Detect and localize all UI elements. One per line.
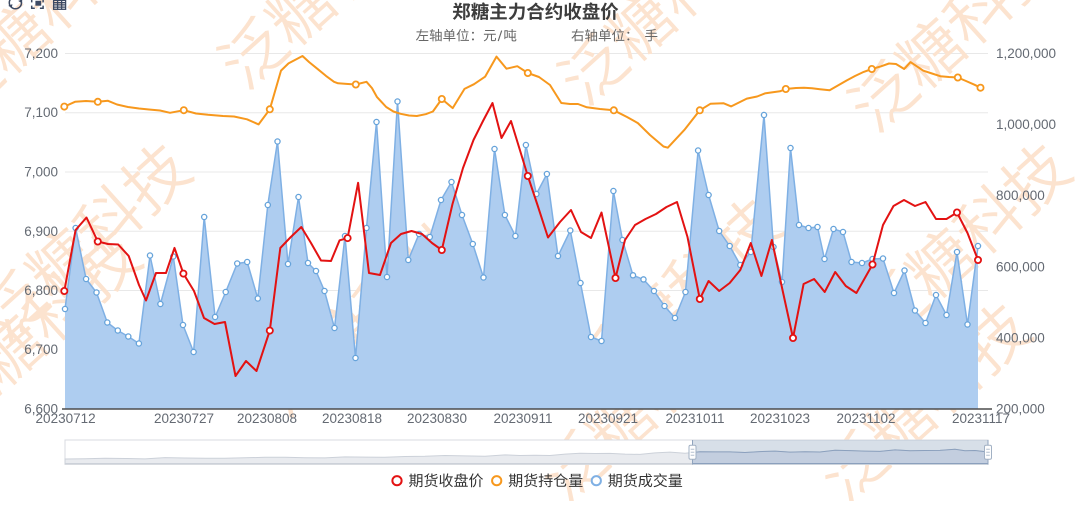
svg-text:20230808: 20230808: [237, 411, 297, 426]
svg-text:6,600: 6,600: [24, 402, 58, 417]
svg-text:6,700: 6,700: [24, 342, 58, 357]
svg-text:1,000,000: 1,000,000: [996, 117, 1056, 132]
svg-text:20230911: 20230911: [493, 411, 552, 426]
svg-text:7,200: 7,200: [24, 46, 58, 61]
svg-text:20230712: 20230712: [36, 411, 96, 426]
svg-text:20230921: 20230921: [578, 411, 638, 426]
svg-text:20231117: 20231117: [952, 411, 1010, 426]
svg-text:20231102: 20231102: [836, 411, 895, 426]
svg-text:600,000: 600,000: [996, 259, 1045, 274]
svg-text:6,800: 6,800: [24, 283, 58, 298]
svg-text:6,900: 6,900: [24, 224, 58, 239]
svg-text:20231011: 20231011: [665, 411, 724, 426]
svg-text:800,000: 800,000: [996, 188, 1045, 203]
svg-text:20230830: 20230830: [407, 411, 467, 426]
svg-text:7,000: 7,000: [24, 165, 58, 180]
svg-text:1,200,000: 1,200,000: [996, 46, 1056, 61]
svg-text:20230727: 20230727: [154, 411, 214, 426]
svg-text:7,100: 7,100: [24, 105, 58, 120]
svg-text:400,000: 400,000: [996, 330, 1045, 345]
svg-text:20231023: 20231023: [750, 411, 810, 426]
svg-text:200,000: 200,000: [996, 402, 1045, 417]
svg-text:20230818: 20230818: [322, 411, 382, 426]
